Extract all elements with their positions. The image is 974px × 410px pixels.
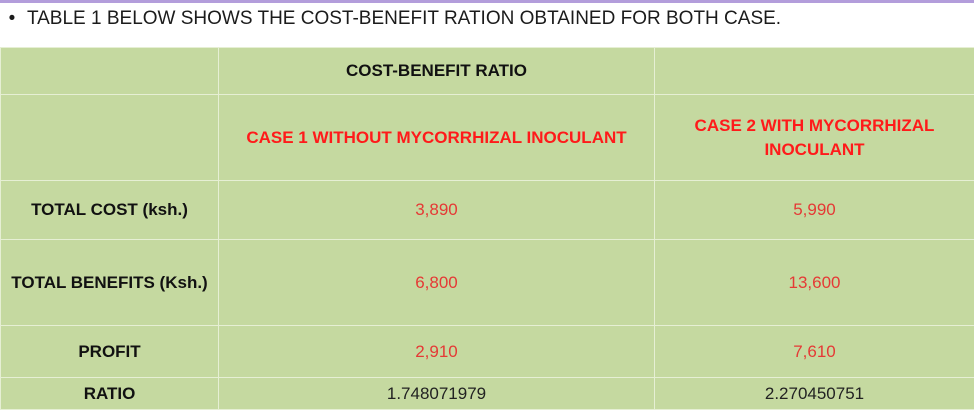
cell-total-cost-case-2: 5,990 [654, 180, 974, 240]
table-row: TOTAL BENEFITS (Ksh.) 6,800 13,600 [0, 239, 974, 326]
row-label-total-benefits: TOTAL BENEFITS (Ksh.) [0, 239, 219, 326]
cell-profit-case-1: 2,910 [218, 325, 655, 378]
row-label-profit: PROFIT [0, 325, 219, 378]
cell-total-benefits-case-1: 6,800 [218, 239, 655, 326]
cell-ratio-case-2: 2.270450751 [654, 377, 974, 410]
top-divider [0, 0, 974, 3]
intro-bullet-line: • TABLE 1 BELOW SHOWS THE COST-BENEFIT R… [2, 6, 972, 32]
cell-profit-case-2: 7,610 [654, 325, 974, 378]
cell-total-cost-case-1: 3,890 [218, 180, 655, 240]
empty-header-cell [654, 47, 974, 95]
table-column-header-row: CASE 1 WITHOUT MYCORRHIZAL INOCULANT CAS… [0, 94, 974, 181]
empty-corner-cell [0, 47, 219, 95]
bullet-icon: • [8, 8, 16, 29]
column-header-case-2: CASE 2 WITH MYCORRHIZAL INOCULANT [654, 94, 974, 181]
table-row: RATIO 1.748071979 2.270450751 [0, 377, 974, 410]
row-label-ratio: RATIO [0, 377, 219, 410]
table-group-header-row: COST-BENEFIT RATIO [0, 47, 974, 95]
intro-text: TABLE 1 BELOW SHOWS THE COST-BENEFIT RAT… [26, 8, 782, 29]
table-row: TOTAL COST (ksh.) 3,890 5,990 [0, 180, 974, 240]
cell-total-benefits-case-2: 13,600 [654, 239, 974, 326]
group-header-cell: COST-BENEFIT RATIO [218, 47, 655, 95]
empty-row-header-cell [0, 94, 219, 181]
table-row: PROFIT 2,910 7,610 [0, 325, 974, 378]
cost-benefit-table: COST-BENEFIT RATIO CASE 1 WITHOUT MYCORR… [0, 47, 974, 410]
cell-ratio-case-1: 1.748071979 [218, 377, 655, 410]
column-header-case-1: CASE 1 WITHOUT MYCORRHIZAL INOCULANT [218, 94, 655, 181]
row-label-total-cost: TOTAL COST (ksh.) [0, 180, 219, 240]
